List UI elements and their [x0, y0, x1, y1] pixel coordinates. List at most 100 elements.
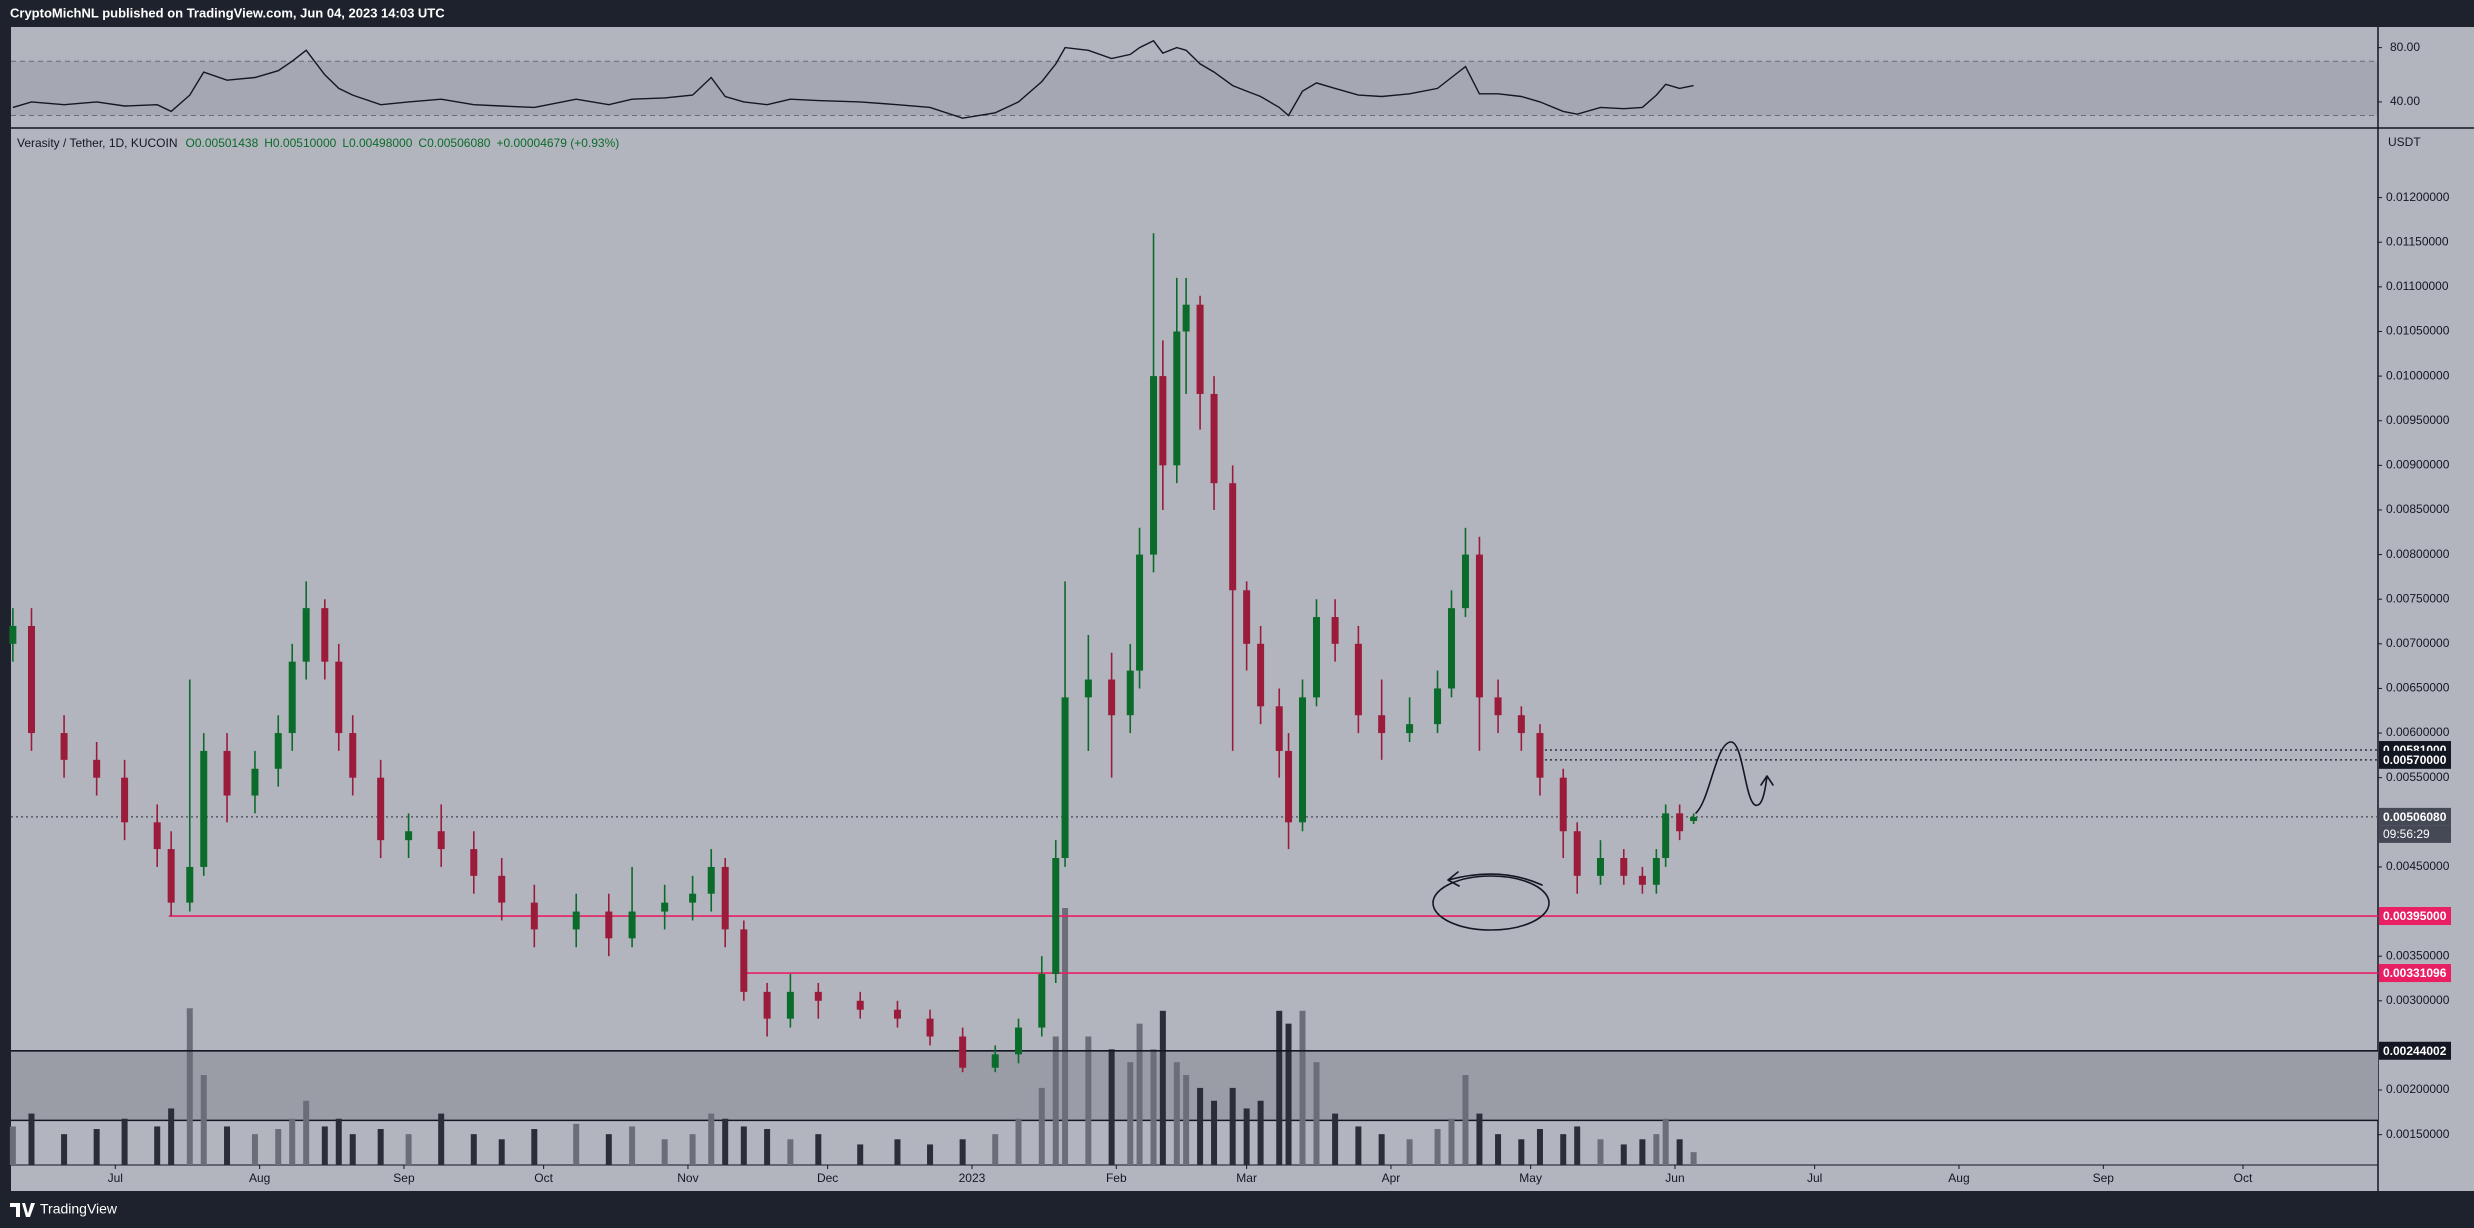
legend-value: O0.00501438: [186, 136, 259, 150]
volume-bar: [894, 1139, 901, 1165]
volume-bar: [438, 1113, 445, 1165]
volume-bar: [200, 1075, 207, 1165]
volume-bar: [303, 1100, 310, 1165]
drawing-arrow: [1447, 871, 1543, 887]
volume-bar: [224, 1126, 231, 1165]
brand-logo: [10, 1203, 35, 1217]
y-tick-label: 0.00750000: [2386, 591, 2450, 605]
x-tick-label: Aug: [249, 1171, 270, 1185]
x-tick-label: Aug: [1948, 1171, 1969, 1185]
candle-body: [27, 625, 35, 734]
footer-bar: [0, 1191, 2474, 1228]
volume-bar: [787, 1139, 794, 1165]
candle-body: [1126, 670, 1134, 716]
back-layer: [9, 60, 2378, 1165]
volume-bar: [1462, 1075, 1469, 1165]
y-tick-label: 0.00650000: [2386, 681, 2450, 695]
volume-bar: [154, 1126, 161, 1165]
volume-bar: [1574, 1126, 1581, 1165]
candle-body: [1406, 724, 1414, 734]
volume-bar: [349, 1134, 356, 1165]
volume-bar: [1355, 1126, 1362, 1165]
candle-body: [1434, 688, 1442, 725]
legend-value: C0.00506080: [418, 136, 490, 150]
candle-body: [1475, 554, 1483, 698]
x-tick-label: Oct: [534, 1171, 553, 1185]
candle-body: [1676, 813, 1684, 832]
candle-body: [991, 1054, 999, 1068]
candle-body: [498, 875, 506, 903]
candle-body: [1015, 1027, 1023, 1055]
rsi-tick-label: 80.00: [2390, 40, 2420, 54]
x-tick-label: Sep: [2093, 1171, 2115, 1185]
y-tick-label: 0.00950000: [2386, 413, 2450, 427]
volume-bar: [992, 1134, 999, 1165]
volume-bar: [9, 1126, 16, 1165]
volume-bar: [1243, 1108, 1250, 1165]
y-tick-label: 0.00350000: [2386, 948, 2450, 962]
volume-bar: [1597, 1139, 1604, 1165]
x-tick-label: 2023: [959, 1171, 986, 1185]
candle-body: [1150, 376, 1158, 555]
candle-body: [1257, 643, 1265, 707]
chart-background: [11, 27, 2474, 1191]
x-tick-label: Apr: [1382, 1171, 1401, 1185]
candle-body: [302, 608, 310, 662]
x-tick-label: Jun: [1665, 1171, 1684, 1185]
volume-bar: [1015, 1118, 1022, 1165]
volume-bar: [335, 1118, 342, 1165]
y-tick-label: 0.01150000: [2386, 234, 2449, 248]
volume-bar: [764, 1129, 771, 1165]
y-tick-label: 0.00200000: [2386, 1082, 2450, 1096]
candle-body: [1596, 858, 1604, 876]
candle-body: [1461, 554, 1469, 609]
x-tick-label: Oct: [2234, 1171, 2253, 1185]
volume-bar: [121, 1118, 128, 1165]
legend-value: +0.00004679 (+0.93%): [496, 136, 619, 150]
candle-body: [1275, 706, 1283, 751]
volume-bar: [1676, 1139, 1683, 1165]
price-tag-label: 0.00506080: [2383, 810, 2447, 824]
candle-body: [93, 759, 101, 778]
volume-bar: [251, 1134, 258, 1165]
candle-body: [926, 1018, 934, 1037]
candle-body: [959, 1036, 967, 1068]
countdown-tag: [2379, 825, 2451, 843]
footer-brand: TradingView: [40, 1201, 118, 1217]
rsi-tick-label: 40.00: [2390, 94, 2420, 108]
candle-body: [321, 608, 329, 662]
x-tick-label: Mar: [1236, 1171, 1257, 1185]
candle-body: [1210, 393, 1218, 484]
price-tag-label: 0.00331096: [2383, 966, 2447, 980]
volume-bar: [498, 1139, 505, 1165]
volume-bar: [1518, 1139, 1525, 1165]
price-tag: [2379, 750, 2451, 769]
volume-bar: [857, 1144, 864, 1165]
volume-bar: [61, 1134, 68, 1165]
volume-bar: [1406, 1139, 1413, 1165]
candle-body: [167, 849, 175, 903]
candle-body: [530, 902, 538, 930]
volume-bar: [1276, 1010, 1283, 1165]
volume-bar: [740, 1126, 747, 1165]
price-tag: [2379, 907, 2451, 926]
volume-bar: [28, 1113, 35, 1165]
candle-body: [1620, 858, 1628, 876]
volume-bar: [1536, 1129, 1543, 1165]
candle-body: [9, 625, 17, 644]
candle-body: [1517, 715, 1525, 734]
candle-body: [153, 822, 161, 850]
price-tag: [2379, 807, 2451, 826]
volume-bar: [1476, 1113, 1483, 1165]
y-tick-label: 0.01000000: [2386, 368, 2450, 382]
volume-bar: [815, 1134, 822, 1165]
candle-body: [437, 831, 445, 850]
volume-bar: [1639, 1139, 1646, 1165]
volume-bar: [168, 1108, 175, 1165]
volume-bar: [1495, 1134, 1502, 1165]
candle-body: [1536, 733, 1544, 778]
rsi-band: [11, 61, 2378, 116]
y-tick-label: 0.01050000: [2386, 324, 2450, 338]
y-tick-label: 0.00700000: [2386, 636, 2450, 650]
candle-body: [814, 991, 822, 1001]
